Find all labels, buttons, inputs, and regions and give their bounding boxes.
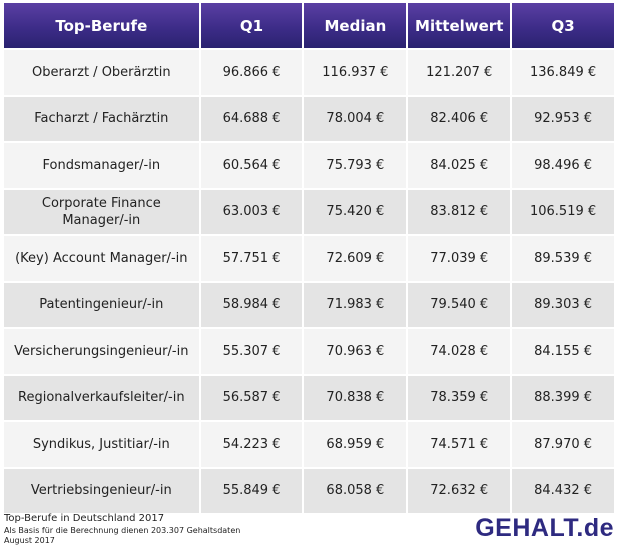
median-cell: 75.420 € <box>304 189 407 234</box>
q1-cell: 96.866 € <box>200 50 303 95</box>
column-header-job: Top-Berufe <box>4 3 199 48</box>
q3-cell: 92.953 € <box>512 96 614 141</box>
table-row: Fondsmanager/-in 60.564 €75.793 €84.025 €… <box>4 143 614 188</box>
q1-cell: 55.849 € <box>200 468 303 513</box>
table-row: Oberarzt / Oberärztin 96.866 €116.937 €12… <box>4 50 614 95</box>
q1-cell: 57.751 € <box>200 236 303 281</box>
table-row: Patentingenieur/-in 58.984 €71.983 €79.54… <box>4 282 614 327</box>
job-cell: Facharzt / Fachärztin <box>4 96 199 141</box>
job-cell: Versicherungsingenieur/-in <box>4 329 199 374</box>
job-cell: Regionalverkaufsleiter/-in <box>4 375 199 420</box>
footer-subtitle: Als Basis für die Berechnung dienen 203.… <box>4 525 241 535</box>
table-header-row: Top-Berufe Q1 Median Mittelwert Q3 <box>4 3 614 48</box>
median-cell: 72.609 € <box>304 236 407 281</box>
mean-cell: 74.571 € <box>408 422 511 467</box>
q3-cell: 98.496 € <box>512 143 614 188</box>
median-cell: 116.937 € <box>304 50 407 95</box>
q1-cell: 58.984 € <box>200 282 303 327</box>
table-row: Regionalverkaufsleiter/-in 56.587 €70.838… <box>4 375 614 420</box>
q1-cell: 54.223 € <box>200 422 303 467</box>
column-header-median: Median <box>304 3 407 48</box>
mean-cell: 84.025 € <box>408 143 511 188</box>
table-row: Vertriebsingenieur/-in 55.849 €68.058 €72… <box>4 468 614 513</box>
q3-cell: 89.303 € <box>512 282 614 327</box>
mean-cell: 79.540 € <box>408 282 511 327</box>
q3-cell: 106.519 € <box>512 189 614 234</box>
table-row: Facharzt / Fachärztin 64.688 €78.004 €82.… <box>4 96 614 141</box>
table-row: Syndikus, Justitiar/-in 54.223 €68.959 €7… <box>4 422 614 467</box>
footer-notes: Top-Berufe in Deutschland 2017 Als Basis… <box>4 513 240 546</box>
job-cell: Fondsmanager/-in <box>4 143 199 188</box>
column-header-q3: Q3 <box>512 3 614 48</box>
brand-logo: GEHALT.de <box>475 514 614 542</box>
mean-cell: 121.207 € <box>408 50 511 95</box>
column-header-q1: Q1 <box>200 3 303 48</box>
column-header-mean: Mittelwert <box>408 3 511 48</box>
q3-cell: 136.849 € <box>512 50 614 95</box>
q3-cell: 84.155 € <box>512 329 614 374</box>
mean-cell: 83.812 € <box>408 189 511 234</box>
q1-cell: 56.587 € <box>200 375 303 420</box>
job-cell: Vertriebsingenieur/-in <box>4 468 199 513</box>
median-cell: 78.004 € <box>304 96 407 141</box>
job-cell: Patentingenieur/-in <box>4 282 199 327</box>
table-row: Versicherungsingenieur/-in 55.307 €70.963… <box>4 329 614 374</box>
median-cell: 70.963 € <box>304 329 407 374</box>
median-cell: 75.793 € <box>304 143 407 188</box>
median-cell: 70.838 € <box>304 375 407 420</box>
q3-cell: 88.399 € <box>512 375 614 420</box>
mean-cell: 72.632 € <box>408 468 511 513</box>
q1-cell: 64.688 € <box>200 96 303 141</box>
q1-cell: 60.564 € <box>200 143 303 188</box>
job-cell: Corporate Finance Manager/-in <box>4 189 199 234</box>
mean-cell: 78.359 € <box>408 375 511 420</box>
job-cell: (Key) Account Manager/-in <box>4 236 199 281</box>
q1-cell: 63.003 € <box>200 189 303 234</box>
footer-title: Top-Berufe in Deutschland 2017 <box>4 513 165 524</box>
median-cell: 68.058 € <box>304 468 407 513</box>
median-cell: 68.959 € <box>304 422 407 467</box>
median-cell: 71.983 € <box>304 282 407 327</box>
q3-cell: 84.432 € <box>512 468 614 513</box>
q1-cell: 55.307 € <box>200 329 303 374</box>
table-row: (Key) Account Manager/-in 57.751 €72.609 … <box>4 236 614 281</box>
mean-cell: 77.039 € <box>408 236 511 281</box>
footer-date: August 2017 <box>4 535 55 545</box>
q3-cell: 87.970 € <box>512 422 614 467</box>
mean-cell: 74.028 € <box>408 329 511 374</box>
job-cell: Syndikus, Justitiar/-in <box>4 422 199 467</box>
job-cell: Oberarzt / Oberärztin <box>4 50 199 95</box>
table-row: Corporate Finance Manager/-in 63.003 €75.… <box>4 189 614 234</box>
mean-cell: 82.406 € <box>408 96 511 141</box>
q3-cell: 89.539 € <box>512 236 614 281</box>
salary-table: Top-Berufe Q1 Median Mittelwert Q3 Obera… <box>2 1 616 515</box>
table-body: Oberarzt / Oberärztin 96.866 €116.937 €12… <box>4 50 614 513</box>
